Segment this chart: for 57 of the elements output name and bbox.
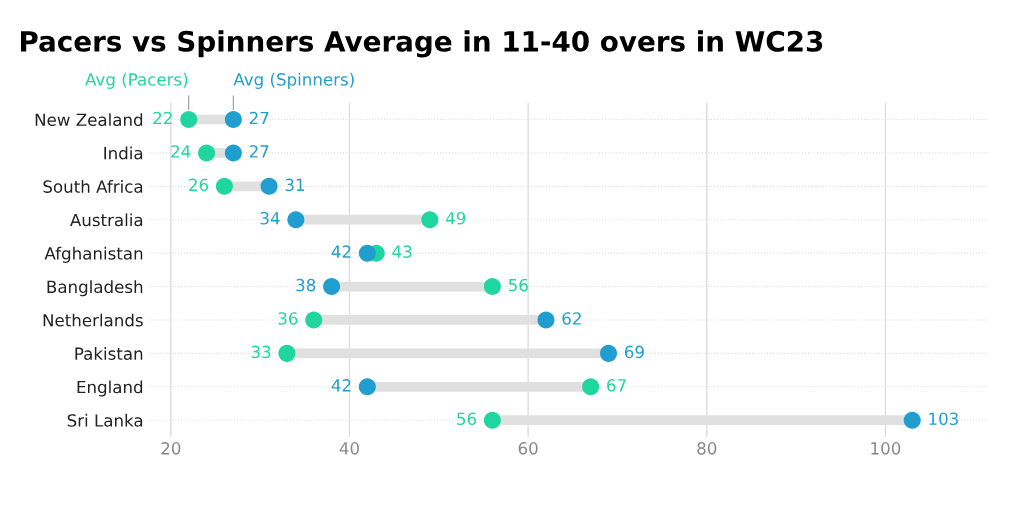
y-tick-label: Bangladesh bbox=[47, 280, 143, 297]
point bbox=[358, 244, 376, 262]
data-label: 38 bbox=[296, 278, 316, 292]
y-tick-label: India bbox=[104, 146, 143, 160]
point bbox=[358, 378, 376, 396]
data-label: 103 bbox=[929, 412, 958, 426]
data-label: 56 bbox=[457, 412, 477, 426]
data-label: 67 bbox=[607, 379, 626, 392]
point bbox=[483, 278, 501, 296]
data-label: 24 bbox=[171, 145, 191, 158]
data-label: 49 bbox=[445, 211, 466, 225]
point bbox=[224, 144, 242, 162]
point bbox=[483, 411, 501, 429]
point bbox=[224, 111, 242, 129]
point bbox=[582, 378, 600, 396]
y-tick-label: New Zealand bbox=[35, 113, 143, 127]
point bbox=[600, 344, 618, 362]
point bbox=[278, 344, 296, 362]
chart-title: Pacers vs Spinners Average in 11-40 overs in WC23 bbox=[20, 30, 823, 58]
data-label: 26 bbox=[189, 178, 209, 192]
data-label: 27 bbox=[249, 145, 269, 158]
y-tick-label: Australia bbox=[70, 213, 143, 227]
data-label: 42 bbox=[331, 245, 351, 258]
data-label: 42 bbox=[331, 379, 351, 392]
x-tick-label: 100 bbox=[871, 442, 901, 455]
point bbox=[198, 144, 216, 162]
y-tick-label: South Africa bbox=[43, 179, 143, 193]
point bbox=[215, 177, 233, 195]
x-tick-label: 20 bbox=[161, 442, 181, 455]
data-label: 31 bbox=[285, 178, 305, 192]
data-label: 43 bbox=[392, 245, 412, 258]
series-label: Avg (Pacers) bbox=[85, 72, 188, 89]
point bbox=[903, 411, 921, 429]
point bbox=[537, 311, 555, 329]
x-tick-label: 60 bbox=[518, 442, 538, 455]
y-tick-label: Pakistan bbox=[75, 347, 143, 360]
y-tick-label: England bbox=[77, 380, 143, 397]
data-label: 56 bbox=[508, 278, 528, 292]
data-label: 36 bbox=[278, 312, 298, 325]
point bbox=[305, 311, 323, 329]
point bbox=[287, 211, 305, 229]
point bbox=[421, 211, 439, 229]
x-tick-label: 40 bbox=[339, 442, 359, 455]
y-tick-label: Afghanistan bbox=[44, 246, 143, 263]
data-label: 69 bbox=[624, 345, 644, 359]
point bbox=[180, 111, 198, 129]
point bbox=[323, 278, 341, 296]
data-label: 34 bbox=[260, 211, 280, 225]
data-label: 62 bbox=[562, 312, 581, 325]
data-label: 27 bbox=[249, 111, 269, 125]
y-tick-label: Netherlands bbox=[43, 313, 143, 327]
x-tick-label: 80 bbox=[697, 442, 717, 455]
data-label: 22 bbox=[153, 111, 172, 125]
point bbox=[260, 177, 278, 195]
data-label: 33 bbox=[251, 345, 271, 359]
series-label: Avg (Spinners) bbox=[233, 72, 354, 89]
y-tick-label: Sri Lanka bbox=[67, 413, 143, 427]
